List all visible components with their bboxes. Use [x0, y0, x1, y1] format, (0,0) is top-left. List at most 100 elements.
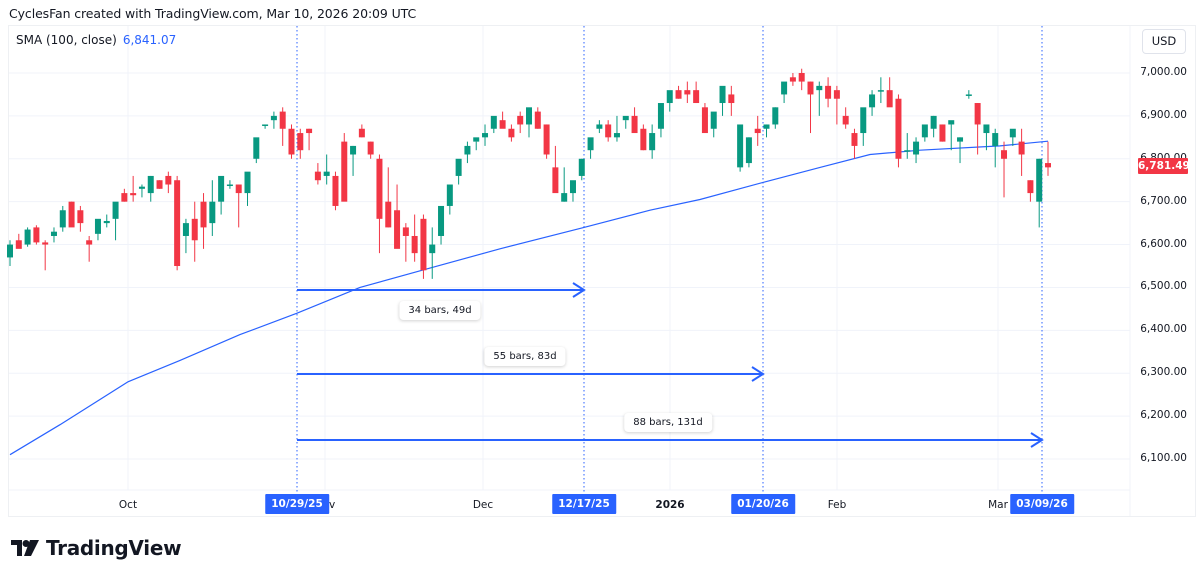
candle-body — [921, 124, 928, 138]
candle-body — [657, 103, 664, 129]
candle-body — [367, 141, 374, 155]
currency-button[interactable]: USD — [1142, 29, 1186, 54]
candle-body — [420, 218, 427, 271]
candle-body — [42, 242, 49, 245]
candle-body — [517, 115, 524, 125]
candle-body — [165, 175, 172, 185]
price-axis-label: 6,200.00 — [1140, 409, 1187, 422]
candle-body — [789, 77, 796, 82]
candle-body — [640, 128, 647, 151]
candle-body — [684, 90, 691, 95]
price-axis-label: 6,300.00 — [1140, 366, 1187, 379]
price-axis-label: 6,600.00 — [1140, 237, 1187, 250]
arrow-head-icon — [751, 366, 765, 382]
candle-body — [675, 90, 682, 99]
candle-body — [552, 167, 559, 194]
price-axis-label: 6,700.00 — [1140, 194, 1187, 207]
candle-body — [710, 111, 717, 129]
sma-line — [9, 140, 1049, 456]
candle-body — [543, 124, 550, 155]
candle-body — [209, 201, 216, 224]
candle-body — [68, 201, 75, 228]
candle-body — [877, 90, 884, 92]
candle-body — [464, 145, 471, 155]
tradingview-logo-icon — [11, 540, 39, 556]
candle-body — [983, 124, 990, 134]
candle-body — [1009, 128, 1016, 138]
candle-body — [631, 115, 638, 134]
arrow-head-icon — [572, 282, 586, 298]
attribution-header: CyclesFan created with TradingView.com, … — [9, 6, 417, 21]
candle-body — [306, 128, 313, 134]
candle-body — [270, 115, 277, 121]
candle-body — [613, 133, 620, 138]
candle-body — [781, 81, 788, 95]
candle-body — [112, 201, 119, 219]
candle-body — [596, 124, 603, 129]
candle-body — [886, 90, 893, 108]
candle-body — [323, 171, 330, 176]
candle-body — [719, 85, 726, 104]
candle-body — [244, 171, 251, 194]
date-marker-label[interactable]: 01/20/26 — [731, 494, 795, 514]
chart-frame — [8, 25, 1196, 517]
candle-body — [649, 133, 656, 151]
candle-body — [807, 81, 814, 95]
candle-body — [121, 193, 128, 202]
candle-body — [939, 124, 946, 142]
candle-body — [218, 175, 225, 202]
date-marker-label[interactable]: 12/17/25 — [552, 494, 616, 514]
candle-body — [534, 111, 541, 129]
candle-body — [341, 141, 348, 202]
candle-body — [279, 111, 286, 129]
candle-body — [754, 128, 761, 134]
candle-body — [895, 98, 902, 159]
candle-body — [77, 210, 84, 224]
candle-body — [693, 90, 700, 104]
candle-body — [948, 120, 955, 125]
candle-body — [569, 180, 576, 194]
candle-body — [622, 115, 629, 121]
candle-body — [508, 128, 515, 138]
candle-body — [50, 231, 57, 236]
measure-label: 55 bars, 83d — [484, 347, 566, 366]
candle-body — [1045, 163, 1051, 168]
candle-body — [138, 186, 145, 189]
time-axis-label: Oct — [118, 499, 138, 511]
candle-body — [94, 218, 101, 234]
measure-label: 34 bars, 49d — [399, 301, 481, 320]
last-price-badge: 6,781.49 — [1138, 158, 1190, 174]
candle-body — [666, 90, 673, 104]
candle-body — [385, 201, 392, 228]
candle-body — [842, 115, 849, 125]
arrow-head-icon — [1030, 432, 1044, 448]
candle-body — [833, 90, 840, 99]
price-axis-label: 6,500.00 — [1140, 280, 1187, 293]
candle-body — [587, 137, 594, 151]
candle-body — [86, 240, 93, 245]
date-marker-label[interactable]: 10/29/25 — [265, 494, 329, 514]
candle-body — [561, 193, 568, 202]
candle-body — [314, 171, 321, 181]
date-marker-label[interactable]: 03/09/26 — [1010, 494, 1074, 514]
candle-body — [429, 244, 436, 254]
candle-body — [913, 141, 920, 155]
candle-body — [358, 128, 365, 138]
candle-body — [182, 223, 189, 236]
candle-body — [174, 180, 181, 267]
price-axis-label: 6,900.00 — [1140, 108, 1187, 121]
indicator-legend[interactable]: SMA (100, close) 6,841.07 — [16, 33, 176, 47]
candle-body — [156, 180, 163, 189]
candle-body — [350, 145, 357, 155]
candle-body — [130, 193, 137, 196]
candle-body — [103, 220, 110, 224]
candle-body — [825, 85, 832, 99]
candle-body — [200, 201, 207, 228]
candle-body — [816, 85, 823, 91]
measure-label: 88 bars, 131d — [624, 413, 712, 432]
candle-body — [763, 124, 770, 129]
candle-body — [605, 124, 612, 138]
candle-body — [499, 120, 506, 129]
time-axis-label: Dec — [472, 499, 494, 511]
